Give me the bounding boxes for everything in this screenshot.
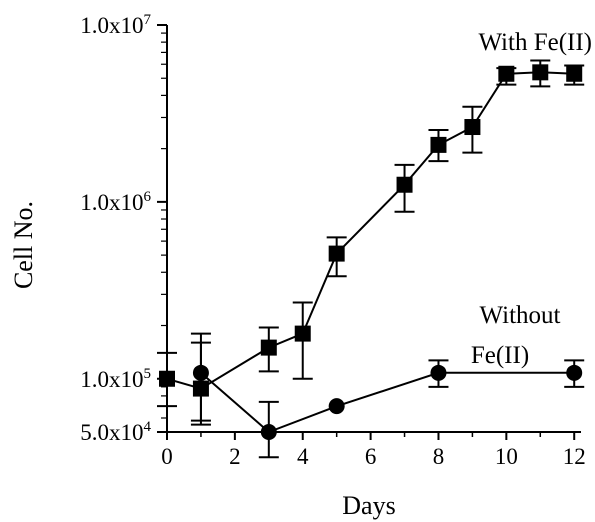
y-tick-label: 1.0x105 — [80, 366, 151, 392]
y-axis-title: Cell No. — [9, 201, 38, 289]
y-tick-label: 5.0x104 — [80, 419, 151, 445]
data-point-circle — [328, 398, 345, 415]
series-with-fe — [157, 59, 585, 426]
data-point-square — [566, 65, 583, 82]
data-point-square — [430, 136, 447, 153]
data-point-square — [498, 65, 515, 82]
series-without-fe — [190, 341, 585, 459]
series-layer — [157, 59, 585, 459]
series-line — [200, 371, 575, 434]
data-point-square — [396, 176, 413, 193]
data-point-square — [464, 119, 481, 136]
series-label-with-fe: With Fe(II) — [478, 29, 592, 56]
y-tick-label: 1.0x106 — [80, 189, 151, 215]
data-point-circle — [430, 364, 447, 381]
series-label-without-fe-line2: Fe(II) — [471, 342, 529, 369]
x-tick-label: 0 — [161, 444, 173, 469]
data-point-square — [328, 245, 345, 262]
x-tick-label: 8 — [433, 444, 445, 469]
x-axis-title: Days — [342, 491, 395, 520]
y-tick-label: 1.0x107 — [80, 12, 151, 38]
data-point-square — [159, 370, 175, 387]
labels-layer: Days Cell No. With Fe(II) Without Fe(II) — [9, 29, 592, 520]
data-point-square — [260, 339, 277, 356]
x-tick-label: 12 — [563, 444, 586, 469]
data-point-square — [294, 325, 311, 342]
data-point-circle — [260, 424, 277, 440]
series-label-without-fe-line1: Without — [480, 302, 561, 329]
data-point-circle — [192, 364, 209, 381]
axes: 0 2 4 6 8 10 12 5.0x104 1.0x105 1.0x106 1.0x107 — [80, 12, 585, 469]
x-tick-label: 2 — [229, 444, 241, 469]
data-point-square — [532, 64, 549, 81]
x-tick-label: 6 — [365, 444, 377, 469]
x-tick-label: 4 — [297, 444, 309, 469]
data-point-circle — [566, 364, 583, 381]
x-tick-label: 10 — [495, 444, 518, 469]
